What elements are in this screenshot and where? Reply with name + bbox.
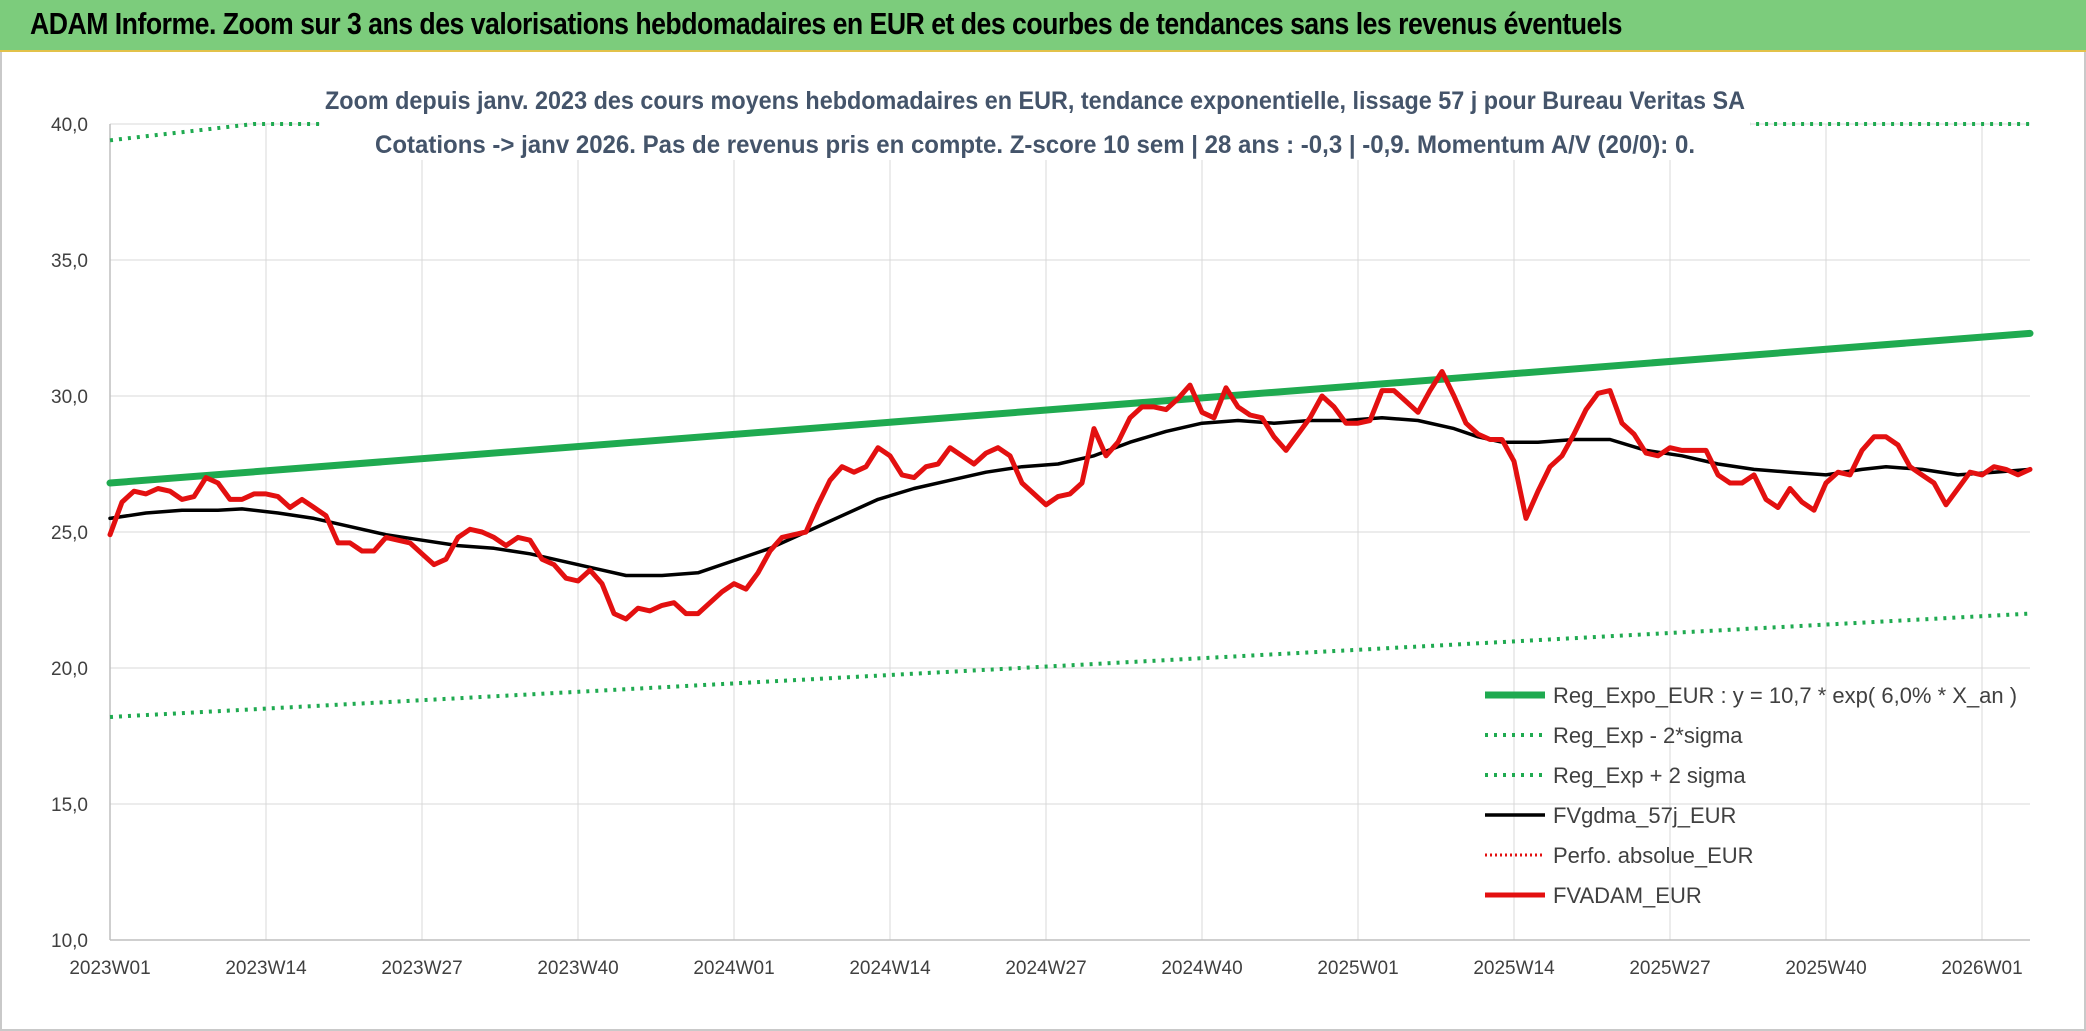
- y-tick-label: 40,0: [51, 115, 88, 136]
- subtitle-line-2: Cotations -> janv 2026. Pas de revenus p…: [375, 131, 1695, 159]
- x-tick-label: 2023W14: [225, 958, 307, 979]
- series-layer: [106, 122, 2034, 719]
- y-axis: 10,0 15,0 20,0 25,0 30,0 35,0 40,0: [51, 115, 111, 952]
- y-tick-label: 20,0: [51, 659, 88, 680]
- x-tick-label: 2024W01: [693, 958, 774, 979]
- x-tick-label: 2026W01: [1941, 958, 2022, 979]
- y-tick-label: 30,0: [51, 387, 88, 408]
- report-title: ADAM Informe. Zoom sur 3 ans des valoris…: [30, 6, 1623, 41]
- chart-subtitle: Zoom depuis janv. 2023 des cours moyens …: [320, 80, 1750, 160]
- series-line-lower: [109, 611, 2031, 719]
- y-tick-label: 10,0: [51, 931, 88, 952]
- y-tick-label: 15,0: [51, 795, 88, 816]
- legend-label-price: FVADAM_EUR: [1553, 883, 1702, 908]
- series-line-smooth: [108, 416, 2032, 578]
- gridlines: [109, 123, 2030, 941]
- legend-label-lower: Reg_Exp - 2*sigma: [1553, 723, 1743, 748]
- report-banner: ADAM Informe. Zoom sur 3 ans des valoris…: [0, 0, 2086, 52]
- legend-label-smooth: FVgdma_57j_EUR: [1553, 803, 1736, 828]
- y-tick-label: 35,0: [51, 251, 88, 272]
- subtitle-line-1: Zoom depuis janv. 2023 des cours moyens …: [325, 87, 1745, 115]
- x-tick-label: 2023W01: [69, 958, 150, 979]
- legend-label-perf: Perfo. absolue_EUR: [1553, 843, 1754, 868]
- x-axis: 2023W01 2023W14 2023W27 2023W40 2024W01 2024W…: [69, 939, 2030, 979]
- x-tick-label: 2023W27: [381, 958, 462, 979]
- series-line-trend: [106, 329, 2034, 487]
- x-tick-label: 2024W40: [1161, 958, 1242, 979]
- x-tick-label: 2023W40: [537, 958, 618, 979]
- x-tick-label: 2025W14: [1473, 958, 1555, 979]
- legend-label-upper: Reg_Exp + 2 sigma: [1553, 763, 1746, 788]
- chart-area: 10,015,020,025,030,035,040,0 2023W01 2023…: [51, 80, 2034, 979]
- x-tick-label: 2025W40: [1785, 958, 1866, 979]
- legend: Reg_Expo_EUR : y = 10,7 * exp( 6,0% * X_…: [1485, 683, 2017, 908]
- x-tick-label: 2024W14: [849, 958, 931, 979]
- series-line-price: [107, 369, 2033, 622]
- x-tick-label: 2025W27: [1629, 958, 1710, 979]
- x-tick-label: 2024W27: [1005, 958, 1086, 979]
- y-tick-label: 25,0: [51, 523, 88, 544]
- subtitle-background: [320, 80, 1750, 160]
- x-tick-label: 2025W01: [1317, 958, 1398, 979]
- legend-label-trend: Reg_Expo_EUR : y = 10,7 * exp( 6,0% * X_…: [1553, 683, 2017, 708]
